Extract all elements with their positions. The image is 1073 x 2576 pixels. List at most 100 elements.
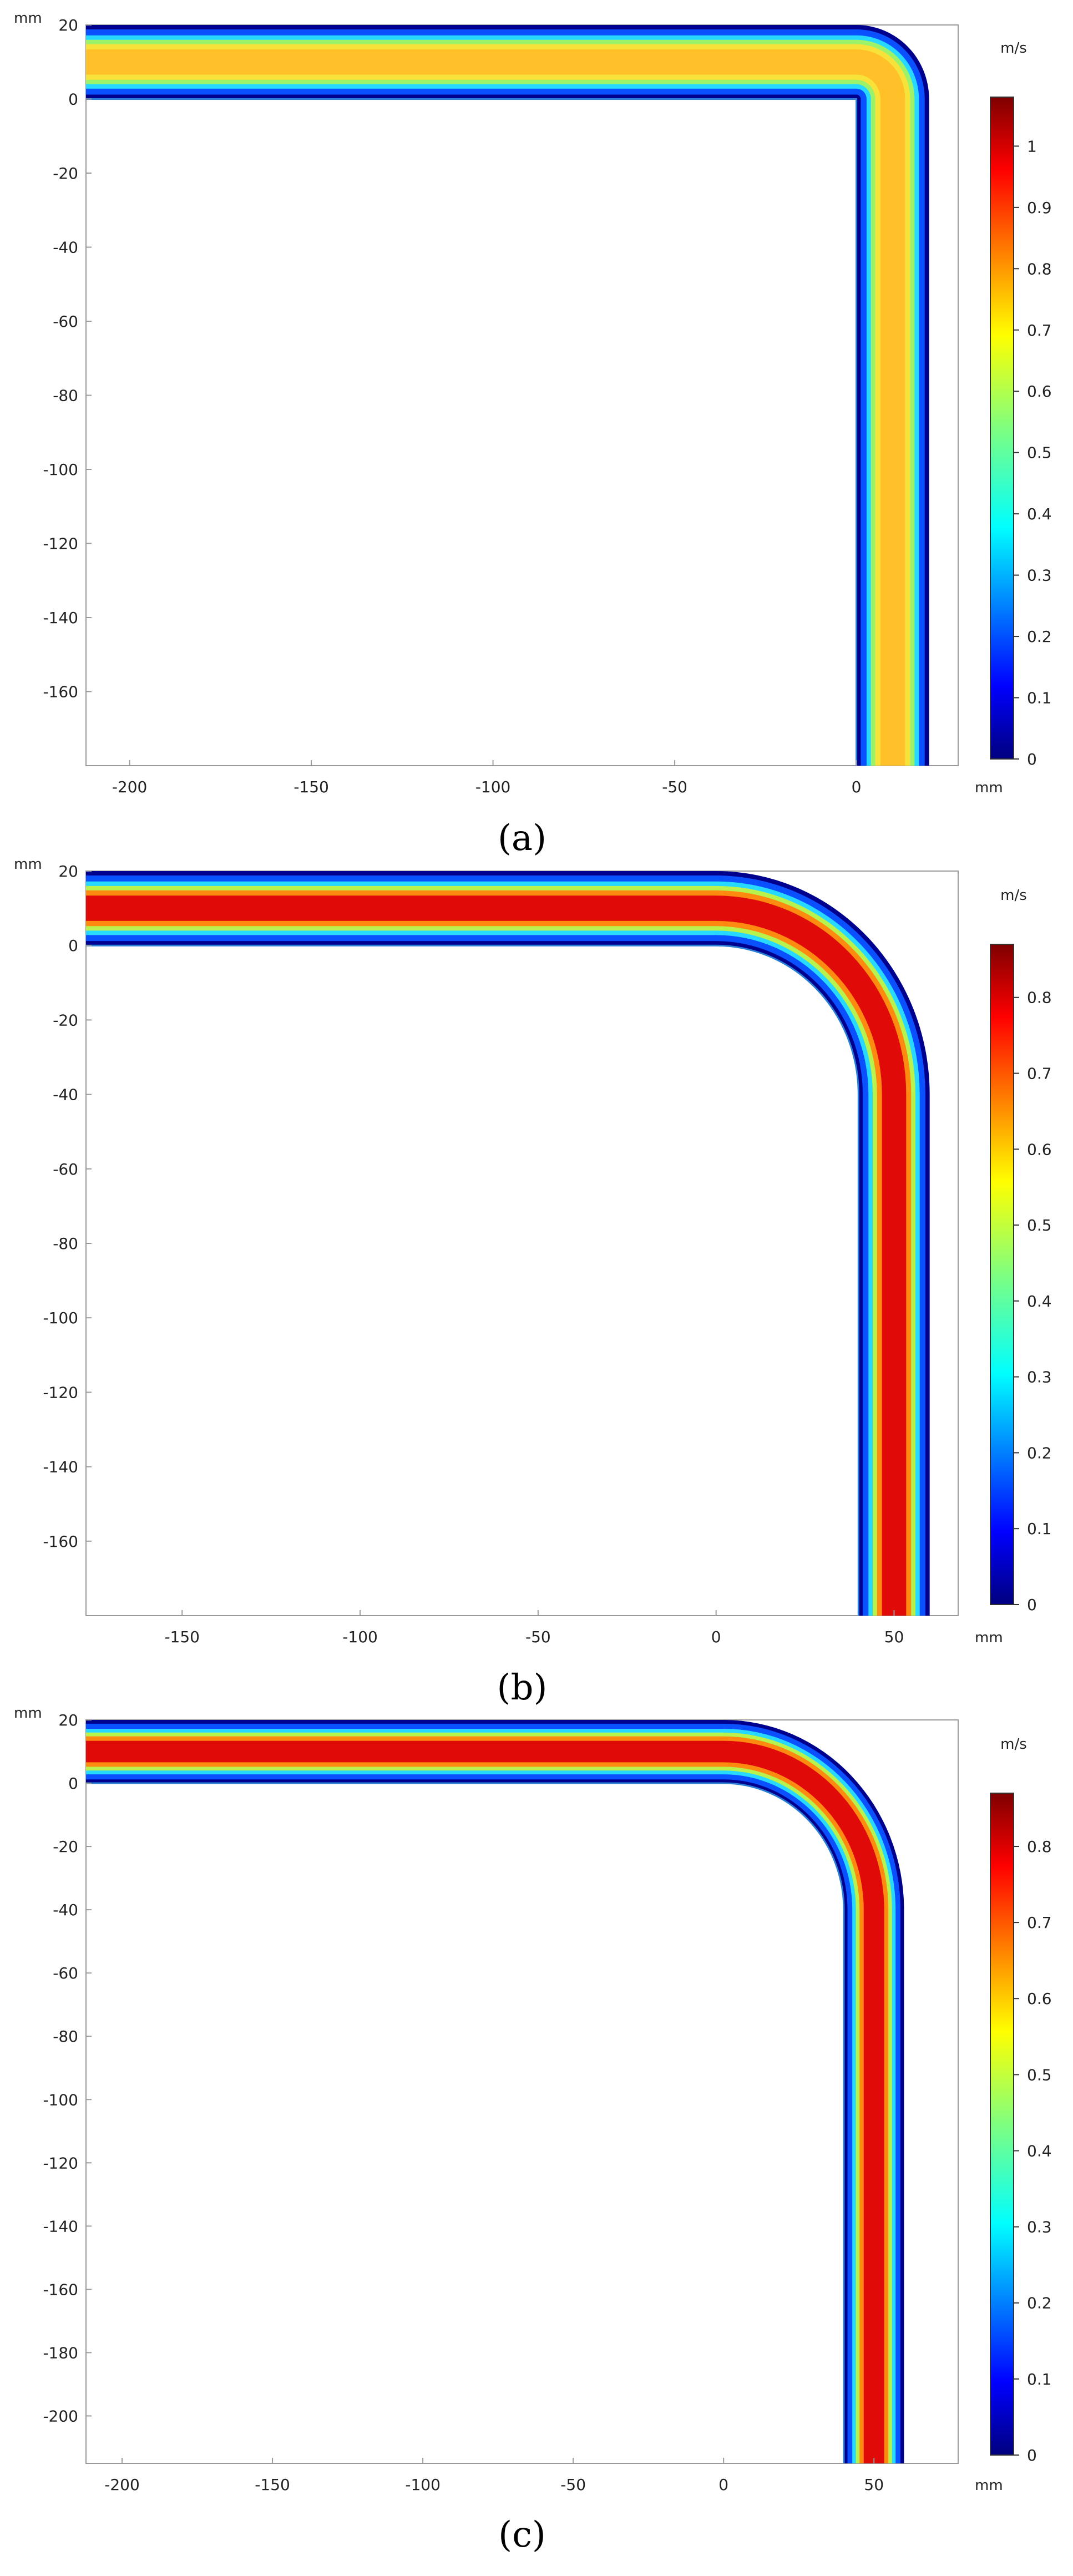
inner-wall: [86, 1782, 845, 2463]
y-unit-label: mm: [14, 856, 42, 873]
y-tick-label: -140: [43, 609, 78, 627]
colorbar-tick-label: 0: [1027, 2446, 1037, 2464]
x-unit-label: mm: [975, 1629, 1003, 1646]
colorbar-tick-label: 0.1: [1027, 1520, 1052, 1538]
colorbar-unit: m/s: [1000, 40, 1027, 57]
x-tick-label: -150: [164, 1628, 200, 1646]
y-tick-label: -20: [53, 164, 78, 183]
y-tick-label: 0: [68, 1774, 78, 1793]
y-tick-label: -120: [43, 1383, 78, 1401]
y-tick-label: -80: [53, 387, 78, 405]
y-unit-label: mm: [14, 10, 42, 27]
x-tick-label: -50: [662, 778, 687, 796]
x-tick-label: 0: [718, 2476, 728, 2494]
y-tick-label: -160: [43, 683, 78, 701]
colorbar-tick-label: 0.2: [1027, 627, 1052, 646]
colorbar: [990, 1793, 1014, 2456]
y-tick-label: 20: [58, 16, 78, 34]
y-tick-label: -40: [53, 1901, 78, 1919]
colorbar-tick-label: 0.6: [1027, 1140, 1052, 1158]
colorbar-tick-label: 0.1: [1027, 689, 1052, 707]
colorbar-tick-label: 0.4: [1027, 2142, 1052, 2160]
x-tick-label: -200: [112, 778, 148, 796]
y-tick-label: -180: [43, 2344, 78, 2362]
colorbar-tick-label: 0.4: [1027, 505, 1052, 523]
x-tick-label: -150: [293, 778, 329, 796]
y-tick-label: -40: [53, 239, 78, 257]
panel-c: -200 -150 -100 -50 0 50 20 0 -20 -40 -60 -80 -100 -12…: [14, 1705, 1052, 2555]
colorbar-tick-label: 0.5: [1027, 444, 1052, 462]
y-tick-label: -200: [43, 2407, 78, 2425]
plot-frame: [85, 24, 959, 766]
y-tick-label: 0: [68, 90, 78, 109]
y-tick-label: -60: [53, 1964, 78, 1982]
x-tick-label: -200: [104, 2476, 140, 2494]
y-tick-label: 20: [58, 862, 78, 880]
x-unit-label: mm: [975, 2477, 1003, 2494]
colorbar-tick-label: 0.2: [1027, 2294, 1052, 2312]
y-unit-label: mm: [14, 1705, 42, 1722]
x-tick-label: 50: [884, 1628, 904, 1646]
x-unit-label: mm: [975, 780, 1003, 796]
plot-frame: [85, 871, 959, 1616]
x-tick-label: -100: [342, 1628, 378, 1646]
panel-b: -150 -100 -50 0 50 20 0 -20 -40 -60 -80 -100 -120 -14…: [14, 856, 1052, 1708]
colorbar-tick-label: 0.7: [1027, 321, 1052, 340]
colorbar-tick-label: 0.3: [1027, 2218, 1052, 2236]
y-tick-label: -40: [53, 1086, 78, 1104]
colorbar-tick-label: 0.3: [1027, 1368, 1052, 1386]
y-tick-label: -140: [43, 2217, 78, 2235]
colorbar-tick-label: 0.6: [1027, 1990, 1052, 2008]
colorbar-tick-label: 0.7: [1027, 1914, 1052, 1932]
colorbar-tick-label: 0: [1027, 750, 1037, 768]
colorbar-tick-label: 0.9: [1027, 199, 1052, 217]
panel-caption: (b): [497, 1667, 548, 1708]
colorbar-tick-label: 0.4: [1027, 1292, 1052, 1310]
y-tick-label: -20: [53, 1838, 78, 1856]
x-tick-label: -50: [560, 2476, 586, 2494]
panel-a: -200 -150 -100 -50 0 20 0 -20 -40 -60 -80 -100 -120 -…: [14, 10, 1052, 859]
colorbar-tick-label: 0: [1027, 1596, 1037, 1614]
colorbar-tick-label: 0.8: [1027, 989, 1052, 1007]
y-tick-label: -120: [43, 2154, 78, 2172]
y-tick-label: -120: [43, 535, 78, 553]
x-tick-label: -100: [405, 2476, 441, 2494]
colorbar-tick-label: 0.6: [1027, 382, 1052, 401]
inner-wall: [86, 98, 858, 766]
y-tick-label: -160: [43, 1532, 78, 1551]
panel-caption: (a): [498, 818, 546, 859]
colorbar-tick-label: 0.8: [1027, 1838, 1052, 1856]
colorbar-unit: m/s: [1000, 1736, 1027, 1753]
x-tick-label: -100: [475, 778, 511, 796]
y-tick-label: 0: [68, 937, 78, 955]
colorbar-unit: m/s: [1000, 887, 1027, 904]
y-tick-label: -100: [43, 1309, 78, 1327]
colorbar-tick-label: 0.1: [1027, 2370, 1052, 2388]
panel-caption: (c): [498, 2514, 546, 2555]
colorbar: [990, 944, 1014, 1605]
y-tick-label: -140: [43, 1458, 78, 1476]
colorbar-tick-label: 1: [1027, 137, 1037, 155]
y-tick-label: -20: [53, 1011, 78, 1029]
y-tick-label: -80: [53, 2027, 78, 2046]
y-tick-label: -80: [53, 1234, 78, 1253]
x-tick-label: 50: [864, 2476, 884, 2494]
colorbar: [990, 97, 1014, 760]
y-tick-label: -160: [43, 2280, 78, 2299]
colorbar-tick-label: 0.5: [1027, 2066, 1052, 2084]
colorbar-tick-label: 0.8: [1027, 260, 1052, 278]
plot-frame: [85, 1719, 959, 2464]
x-tick-label: -150: [255, 2476, 290, 2494]
inner-wall: [86, 944, 859, 1616]
colorbar-tick-label: 0.2: [1027, 1444, 1052, 1462]
colorbar-tick-label: 0.7: [1027, 1065, 1052, 1083]
x-tick-label: 0: [852, 778, 862, 796]
y-tick-label: -100: [43, 460, 78, 479]
y-tick-label: 20: [58, 1711, 78, 1729]
y-tick-label: -60: [53, 312, 78, 331]
y-tick-label: -60: [53, 1160, 78, 1178]
x-tick-label: 0: [711, 1628, 721, 1646]
x-tick-label: -50: [525, 1628, 551, 1646]
colorbar-tick-label: 0.5: [1027, 1216, 1052, 1234]
